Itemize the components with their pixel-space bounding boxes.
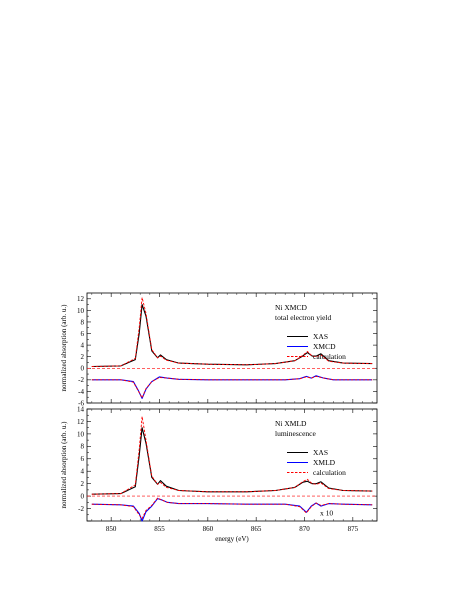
series-line-calculation-dichroism [91, 497, 373, 519]
x-tick-label: 860 [203, 525, 214, 533]
panel-annotation: Ni XMCD [275, 303, 307, 312]
y-tick-label: -6 [78, 399, 84, 407]
y-tick-label: 14 [77, 405, 85, 413]
y-tick-label: 8 [81, 443, 85, 451]
legend-label: XMLD [313, 458, 336, 467]
y-tick-label: -2 [78, 376, 84, 384]
scale-note: x 10 [320, 508, 333, 517]
y-tick-label: 10 [77, 430, 85, 438]
series-line-calculation [91, 297, 373, 367]
series-line-xmcd [91, 375, 373, 399]
y-tick-label: 6 [81, 455, 85, 463]
y-axis-label: normalized absorption (arb. u.) [60, 304, 68, 392]
panel-annotation: Ni XMLD [275, 419, 307, 428]
panel-annotation: luminescence [275, 429, 316, 438]
series-line-calculation-dichroism [91, 375, 373, 399]
y-tick-label: -2 [78, 505, 84, 513]
y-tick-label: 0 [81, 493, 85, 501]
panel-annotation: total electron yield [275, 313, 331, 322]
x-tick-label: 875 [348, 525, 359, 533]
y-tick-label: 12 [77, 418, 85, 426]
y-tick-label: 2 [81, 353, 85, 361]
y-tick-label: 12 [77, 295, 85, 303]
y-tick-label: 4 [81, 468, 85, 476]
y-tick-label: 10 [77, 307, 85, 315]
x-tick-label: 865 [251, 525, 262, 533]
x-tick-label: 855 [154, 525, 165, 533]
y-axis-label: normalized absorption (arb. u.) [60, 421, 68, 509]
y-tick-label: 2 [81, 480, 85, 488]
legend-label: calculation [313, 352, 346, 361]
plot-frame [86, 292, 378, 404]
x-axis-label: energy (eV) [215, 535, 249, 543]
x-tick-label: 870 [299, 525, 310, 533]
y-tick-label: 8 [81, 318, 85, 326]
y-tick-label: 0 [81, 365, 85, 373]
series-line-xmld [91, 498, 373, 522]
legend-label: calculation [313, 468, 346, 477]
legend-label: XMCD [313, 342, 336, 351]
y-tick-label: 6 [81, 330, 85, 338]
y-tick-label: 4 [81, 342, 85, 350]
x-tick-label: 850 [106, 525, 117, 533]
legend-label: XAS [313, 448, 328, 457]
legend-label: XAS [313, 332, 328, 341]
y-tick-label: -4 [78, 388, 84, 396]
series-line-calculation [91, 416, 373, 495]
